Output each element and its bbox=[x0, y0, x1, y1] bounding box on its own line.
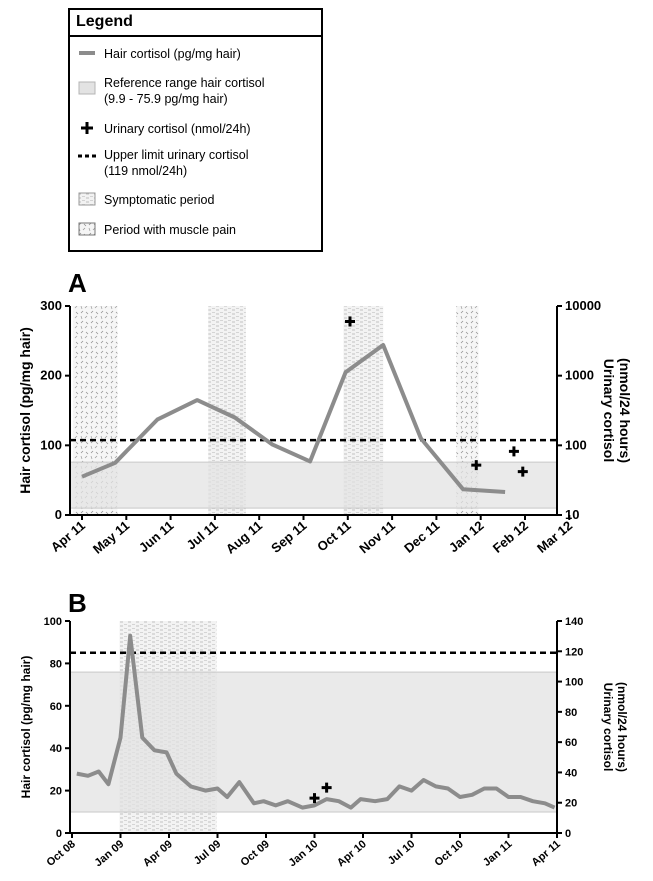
urinary-cortisol-marker bbox=[321, 782, 332, 793]
y2-axis-label: (nmol/24 hours) bbox=[615, 682, 629, 772]
y2-tick-label: 100 bbox=[565, 437, 587, 452]
y2-axis-label: Urinary cortisol bbox=[601, 359, 617, 462]
x-tick-label: Oct 09 bbox=[238, 838, 271, 869]
x-tick-label: Feb 12 bbox=[490, 518, 531, 556]
y2-tick-label: 120 bbox=[565, 646, 583, 658]
x-tick-label: Oct 10 bbox=[432, 838, 465, 869]
y2-axis-label: (nmol/24 hours) bbox=[617, 358, 633, 463]
plus-marker-icon bbox=[81, 122, 93, 134]
y-tick-label: 100 bbox=[44, 616, 62, 628]
hair-cortisol-series-line bbox=[76, 633, 556, 810]
y2-tick-label: 140 bbox=[565, 616, 583, 628]
y2-axis-label: Urinary cortisol bbox=[601, 683, 615, 772]
x-tick-label: Apr 11 bbox=[529, 838, 562, 869]
x-tick-label: Jun 11 bbox=[136, 518, 177, 556]
y-tick-label: 60 bbox=[50, 701, 62, 713]
x-tick-label: Apr 09 bbox=[141, 838, 175, 869]
x-tick-label: Sep 11 bbox=[268, 518, 309, 556]
y-tick-label: 0 bbox=[55, 507, 62, 522]
x-tick-label: Jul 10 bbox=[386, 838, 418, 867]
hair-cortisol-series-line bbox=[81, 343, 506, 494]
x-tick-label: May 11 bbox=[90, 518, 132, 557]
reference-range-band bbox=[69, 461, 558, 509]
urinary-cortisol-marker bbox=[309, 793, 320, 804]
panel-a-letter: A bbox=[68, 268, 87, 298]
panel-b-letter: B bbox=[68, 588, 87, 618]
y2-tick-label: 20 bbox=[565, 798, 577, 810]
y-tick-label: 40 bbox=[50, 743, 62, 755]
legend-label-upper-limit-value: (119 nmol/24h) bbox=[104, 164, 188, 178]
legend-label-upper-limit: Upper limit urinary cortisol bbox=[104, 148, 249, 162]
y2-tick-label: 0 bbox=[565, 828, 571, 840]
x-tick-label: Apr 10 bbox=[335, 838, 369, 869]
x-tick-label: Aug 11 bbox=[223, 518, 265, 557]
x-tick-label: Apr 11 bbox=[48, 518, 88, 555]
x-tick-label: Jan 09 bbox=[92, 838, 126, 869]
legend-label-reference-range-values: (9.9 - 75.9 pg/mg hair) bbox=[104, 92, 228, 106]
y2-tick-label: 10000 bbox=[565, 298, 601, 313]
y2-tick-label: 100 bbox=[565, 677, 583, 689]
x-tick-label: Mar 12 bbox=[534, 518, 575, 556]
legend-label-muscle-pain: Period with muscle pain bbox=[104, 223, 237, 237]
x-tick-label: Jan 11 bbox=[481, 838, 514, 869]
y-axis-label: Hair cortisol (pg/mg hair) bbox=[17, 327, 33, 493]
x-tick-label: Oct 08 bbox=[44, 838, 77, 869]
urinary-cortisol-marker bbox=[508, 446, 519, 457]
y-tick-label: 100 bbox=[40, 437, 62, 452]
x-tick-label: Oct 11 bbox=[314, 518, 354, 555]
muscle-pain-pattern-icon bbox=[78, 222, 96, 236]
x-tick-label: Jan 10 bbox=[286, 838, 320, 869]
y-tick-label: 20 bbox=[50, 786, 62, 798]
hair-cortisol-line-icon bbox=[79, 51, 95, 55]
y-tick-label: 0 bbox=[56, 828, 62, 840]
legend-label-symptomatic-period: Symptomatic period bbox=[104, 193, 215, 207]
x-tick-label: Jul 11 bbox=[184, 518, 221, 553]
x-tick-label: Jan 12 bbox=[446, 518, 487, 556]
x-tick-label: Dec 11 bbox=[401, 518, 442, 556]
dashed-line-icon bbox=[78, 154, 96, 158]
urinary-cortisol-marker bbox=[517, 466, 528, 477]
y2-tick-label: 1000 bbox=[565, 368, 594, 383]
y-tick-label: 80 bbox=[50, 658, 62, 670]
panel-b-chart: B 0 20 40 60 80 100 0 20 40 60 80 100 120 140 Oct 08 Ja… bbox=[19, 588, 629, 869]
y-tick-label: 200 bbox=[40, 368, 62, 383]
legend-label-urinary-cortisol: Urinary cortisol (nmol/24h) bbox=[104, 122, 251, 136]
reference-range-swatch-icon bbox=[78, 81, 96, 95]
y2-tick-label: 80 bbox=[565, 707, 577, 719]
y2-tick-label: 40 bbox=[565, 767, 577, 779]
urinary-cortisol-marker bbox=[345, 316, 356, 327]
legend-box: Legend Hair cortisol (pg/mg hair) Refere… bbox=[68, 8, 323, 252]
y2-tick-label: 60 bbox=[565, 737, 577, 749]
symptomatic-pattern-icon bbox=[78, 192, 96, 206]
reference-range-band bbox=[69, 671, 558, 813]
y-tick-label: 300 bbox=[40, 298, 62, 313]
legend-label-reference-range: Reference range hair cortisol bbox=[104, 76, 265, 90]
x-tick-label: Nov 11 bbox=[356, 518, 398, 556]
urinary-cortisol-marker bbox=[471, 460, 482, 471]
x-tick-label: Jul 09 bbox=[192, 838, 224, 867]
legend-label-hair-cortisol: Hair cortisol (pg/mg hair) bbox=[104, 47, 241, 61]
legend-title: Legend bbox=[70, 10, 321, 37]
y-axis-label: Hair cortisol (pg/mg hair) bbox=[19, 656, 33, 799]
